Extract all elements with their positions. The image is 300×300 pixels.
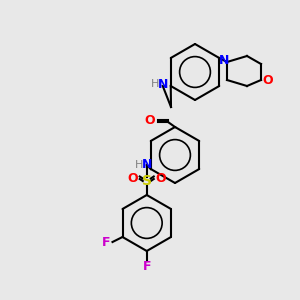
Text: N: N <box>219 53 229 67</box>
Text: O: O <box>145 115 155 128</box>
Text: O: O <box>155 172 166 184</box>
Text: O: O <box>263 74 273 86</box>
Text: H: H <box>151 79 159 89</box>
Text: O: O <box>128 172 138 184</box>
Text: H: H <box>135 160 143 170</box>
Text: F: F <box>142 260 151 274</box>
Text: N: N <box>158 77 168 91</box>
Text: F: F <box>102 236 111 250</box>
Text: S: S <box>142 174 152 188</box>
Text: N: N <box>142 158 152 172</box>
